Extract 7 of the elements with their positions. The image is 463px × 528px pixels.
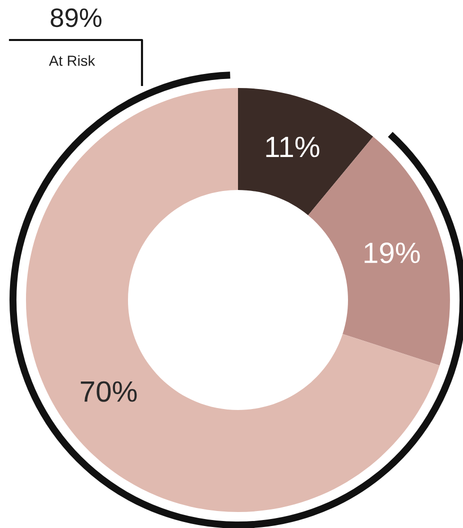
data-label: 70% (80, 381, 137, 402)
donut-slice (26, 88, 440, 512)
data-label: 19% (364, 242, 420, 264)
data-label: 11% (266, 136, 320, 158)
text: At Risk (48, 55, 96, 66)
donut-slice (238, 88, 374, 216)
text: 89% (50, 8, 102, 28)
